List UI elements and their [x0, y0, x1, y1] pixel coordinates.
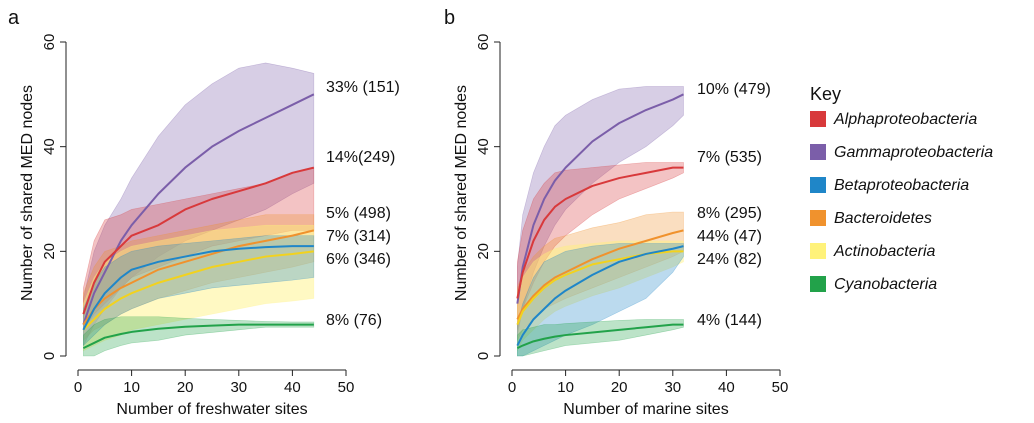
panel-b: b 0 10 20 30 40 50 0 20 40 60 Number of marine sit…: [444, 7, 788, 418]
series-band-cyanobacteria: [83, 316, 315, 357]
series-annotation-alphaproteobacteria: 7% (535): [697, 149, 762, 166]
x-tick-label: 0: [74, 379, 82, 396]
series-line-betaproteobacteria: [516, 245, 684, 346]
series-band-betaproteobacteria: [83, 235, 315, 347]
series-band-gammaproteobacteria: [517, 86, 684, 336]
x-tick-label: 40: [284, 379, 301, 396]
series-annotation-actinobacteria: 6% (346): [326, 251, 391, 268]
y-tick-label: 20: [475, 243, 492, 260]
key-swatch: [810, 177, 826, 193]
panel-a-letter: a: [8, 7, 20, 29]
series-line-gammaproteobacteria: [516, 93, 684, 304]
series-band-betaproteobacteria: [517, 243, 684, 357]
y-tick-label: 60: [475, 34, 492, 51]
x-tick-label: 0: [508, 379, 516, 396]
series-annotation-gammaproteobacteria: 10% (479): [697, 81, 771, 98]
x-axis-title: Number of marine sites: [563, 401, 728, 418]
x-tick-label: 30: [230, 379, 247, 396]
series-annotation-bacteroidetes: 8% (295): [697, 205, 762, 222]
x-tick-label: 40: [718, 379, 735, 396]
x-axis-title: Number of freshwater sites: [116, 401, 307, 418]
series-annotation-alphaproteobacteria: 14%(249): [326, 149, 395, 166]
y-axis-title: Number of shared MED nodes: [19, 85, 36, 301]
key-label: Alphaproteobacteria: [833, 111, 977, 128]
series-line-gammaproteobacteria: [82, 93, 315, 325]
series-band-cyanobacteria: [517, 319, 684, 357]
x-tick-label: 30: [664, 379, 681, 396]
key-swatch: [810, 276, 826, 292]
x-tick-label: 10: [123, 379, 140, 396]
series-band-actinobacteria: [83, 224, 315, 352]
x-tick-label: 50: [772, 379, 789, 396]
key-title: Key: [810, 84, 841, 104]
series-line-cyanobacteria: [516, 323, 684, 350]
panel-a: a 0 10 20 30 40 50 0 20 40 60 Number of freshwater…: [8, 7, 400, 418]
y-tick-label: 0: [41, 352, 58, 360]
series-line-bacteroidetes: [82, 229, 315, 326]
key-swatch: [810, 210, 826, 226]
key-label: Actinobacteria: [833, 243, 935, 260]
y-tick-label: 60: [41, 34, 58, 51]
series-annotation-cyanobacteria: 8% (76): [326, 312, 382, 329]
series-line-actinobacteria: [82, 250, 314, 331]
y-axis-title: Number of shared MED nodes: [453, 85, 470, 301]
x-tick-label: 20: [611, 379, 628, 396]
key-swatch: [810, 111, 826, 127]
key-label: Gammaproteobacteria: [834, 144, 993, 161]
x-tick-label: 20: [177, 379, 194, 396]
y-tick-label: 0: [475, 352, 492, 360]
series-line-betaproteobacteria: [82, 245, 314, 331]
key-label: Betaproteobacteria: [834, 177, 969, 194]
series-annotation-betaproteobacteria: 44% (47): [697, 228, 762, 245]
series-line-alphaproteobacteria: [82, 166, 315, 315]
series-line-cyanobacteria: [82, 323, 314, 350]
x-tick-label: 50: [338, 379, 355, 396]
series-band-bacteroidetes: [83, 214, 315, 342]
y-tick-label: 20: [41, 243, 58, 260]
series-annotation-betaproteobacteria: 7% (314): [326, 228, 391, 245]
series-annotation-actinobacteria: 24% (82): [697, 251, 762, 268]
y-tick-label: 40: [475, 138, 492, 155]
series-line-bacteroidetes: [516, 229, 684, 320]
panel-b-letter: b: [444, 7, 455, 29]
key-legend: Key Alphaproteobacteria Gammaproteobacter…: [810, 84, 993, 293]
x-tick-label: 10: [557, 379, 574, 396]
series-annotation-cyanobacteria: 4% (144): [697, 312, 762, 329]
key-swatch: [810, 243, 826, 259]
series-band-actinobacteria: [517, 240, 684, 351]
key-label: Bacteroidetes: [834, 210, 932, 227]
key-swatch: [810, 144, 826, 160]
series-line-alphaproteobacteria: [516, 166, 684, 299]
series-annotation-bacteroidetes: 5% (498): [326, 205, 391, 222]
y-tick-label: 40: [41, 138, 58, 155]
key-label: Cyanobacteria: [834, 276, 937, 293]
series-annotation-gammaproteobacteria: 33% (151): [326, 79, 400, 96]
